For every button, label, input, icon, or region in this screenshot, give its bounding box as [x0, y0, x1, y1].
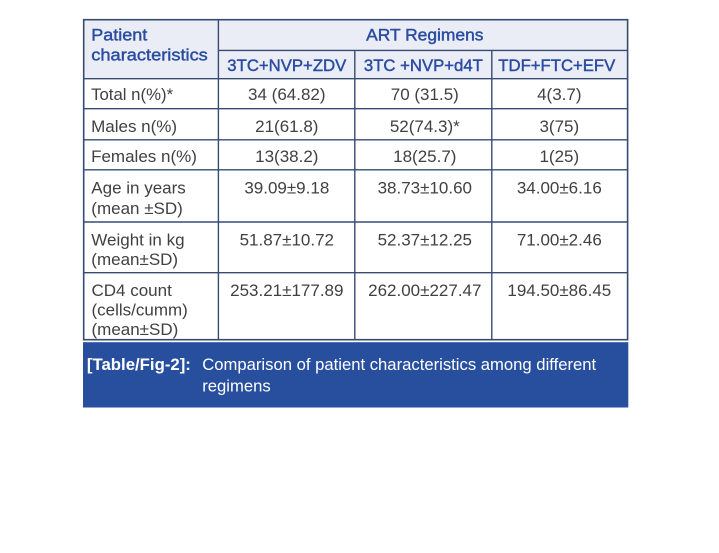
svg-text:[Table/Fig-2]:: [Table/Fig-2]: — [87, 355, 191, 374]
svg-text:Patient: Patient — [91, 26, 147, 45]
svg-text:ART Regimens: ART Regimens — [366, 26, 483, 45]
svg-text:3TC+NVP+ZDV: 3TC+NVP+ZDV — [227, 56, 347, 75]
svg-text:CD4 count: CD4 count — [92, 281, 173, 300]
svg-text:4(3.7): 4(3.7) — [537, 85, 581, 104]
svg-text:70 (31.5): 70 (31.5) — [391, 85, 459, 104]
svg-text:TDF+FTC+EFV: TDF+FTC+EFV — [498, 56, 616, 75]
svg-text:39.09±9.18: 39.09±9.18 — [244, 179, 329, 198]
svg-text:(mean ±SD): (mean ±SD) — [91, 199, 183, 218]
svg-text:194.50±86.45: 194.50±86.45 — [507, 281, 611, 300]
svg-text:71.00±2.46: 71.00±2.46 — [517, 230, 602, 249]
svg-text:3(75): 3(75) — [539, 117, 579, 136]
svg-text:18(25.7): 18(25.7) — [393, 147, 456, 166]
svg-text:Total n(%)*: Total n(%)* — [91, 85, 173, 104]
svg-text:regimens: regimens — [202, 377, 271, 396]
svg-text:1(25): 1(25) — [539, 147, 579, 166]
svg-text:52(74.3)*: 52(74.3)* — [390, 117, 460, 136]
svg-text:34.00±6.16: 34.00±6.16 — [517, 179, 602, 198]
svg-text:51.87±10.72: 51.87±10.72 — [240, 230, 334, 249]
svg-text:Comparison of patient characte: Comparison of patient characteristics am… — [202, 355, 596, 374]
svg-text:(mean±SD): (mean±SD) — [91, 250, 178, 269]
svg-text:34 (64.82): 34 (64.82) — [248, 85, 326, 104]
svg-text:38.73±10.60: 38.73±10.60 — [378, 179, 472, 198]
svg-text:21(61.8): 21(61.8) — [255, 117, 318, 136]
svg-text:13(38.2): 13(38.2) — [255, 147, 318, 166]
svg-text:(cells/cumm): (cells/cumm) — [92, 301, 188, 320]
svg-text:253.21±177.89: 253.21±177.89 — [230, 281, 343, 300]
svg-text:3TC +NVP+d4T: 3TC +NVP+d4T — [364, 56, 483, 75]
svg-text:52.37±12.25: 52.37±12.25 — [378, 230, 472, 249]
svg-text:Weight in kg: Weight in kg — [91, 230, 184, 249]
svg-text:Females n(%): Females n(%) — [91, 147, 197, 166]
svg-text:characteristics: characteristics — [91, 46, 208, 65]
svg-text:(mean±SD): (mean±SD) — [92, 320, 179, 339]
svg-text:Age in years: Age in years — [91, 179, 186, 198]
svg-text:Males n(%): Males n(%) — [91, 117, 177, 136]
svg-text:262.00±227.47: 262.00±227.47 — [368, 281, 481, 300]
